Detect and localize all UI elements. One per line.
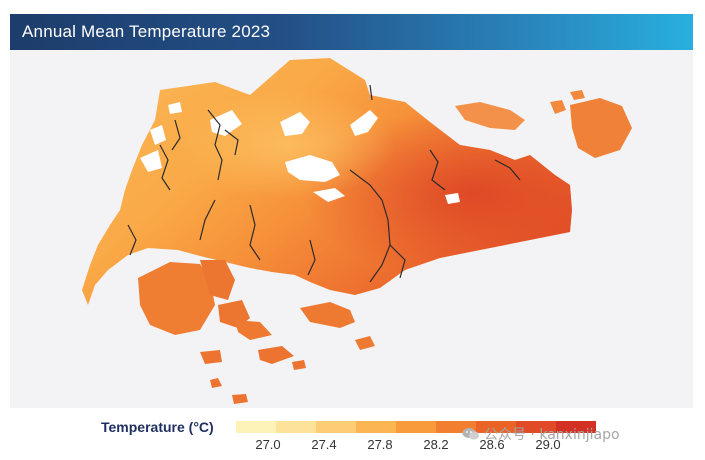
main-island <box>82 58 572 305</box>
legend-swatch <box>516 421 556 433</box>
wechat-icon <box>462 428 479 440</box>
map-panel <box>10 50 693 408</box>
legend: Temperature (°C) 27.0 27.4 27.8 28.2 28.6 29.… <box>0 408 705 460</box>
western-islands <box>138 260 250 335</box>
temperature-map <box>82 58 632 404</box>
north-east-islands <box>455 90 632 158</box>
legend-swatch <box>316 421 356 433</box>
legend-tick-label: 29.0 <box>535 437 561 452</box>
legend-swatch <box>476 421 516 433</box>
legend-tick-label: 27.0 <box>255 437 281 452</box>
southern-islands <box>200 302 375 404</box>
legend-tick-label: 28.6 <box>479 437 505 452</box>
legend-swatch <box>556 421 596 433</box>
rivers <box>127 84 521 283</box>
legend-swatch <box>396 421 436 433</box>
watermark-text: 公众号 · kanxinjiapo <box>484 427 620 443</box>
legend-swatch <box>236 421 276 433</box>
legend-swatch <box>276 421 316 433</box>
map-title: Annual Mean Temperature 2023 <box>22 22 271 41</box>
legend-swatch <box>356 421 396 433</box>
legend-tick-label: 27.4 <box>311 437 337 452</box>
legend-title: Temperature (°C) <box>101 419 214 435</box>
watermark: 公众号 · kanxinjiapo <box>462 424 620 444</box>
reservoirs <box>140 102 460 204</box>
legend-tick-label: 27.8 <box>367 437 393 452</box>
legend-color-bar <box>236 421 596 433</box>
legend-tick-label: 28.2 <box>423 437 449 452</box>
title-bar: Annual Mean Temperature 2023 <box>10 14 693 50</box>
